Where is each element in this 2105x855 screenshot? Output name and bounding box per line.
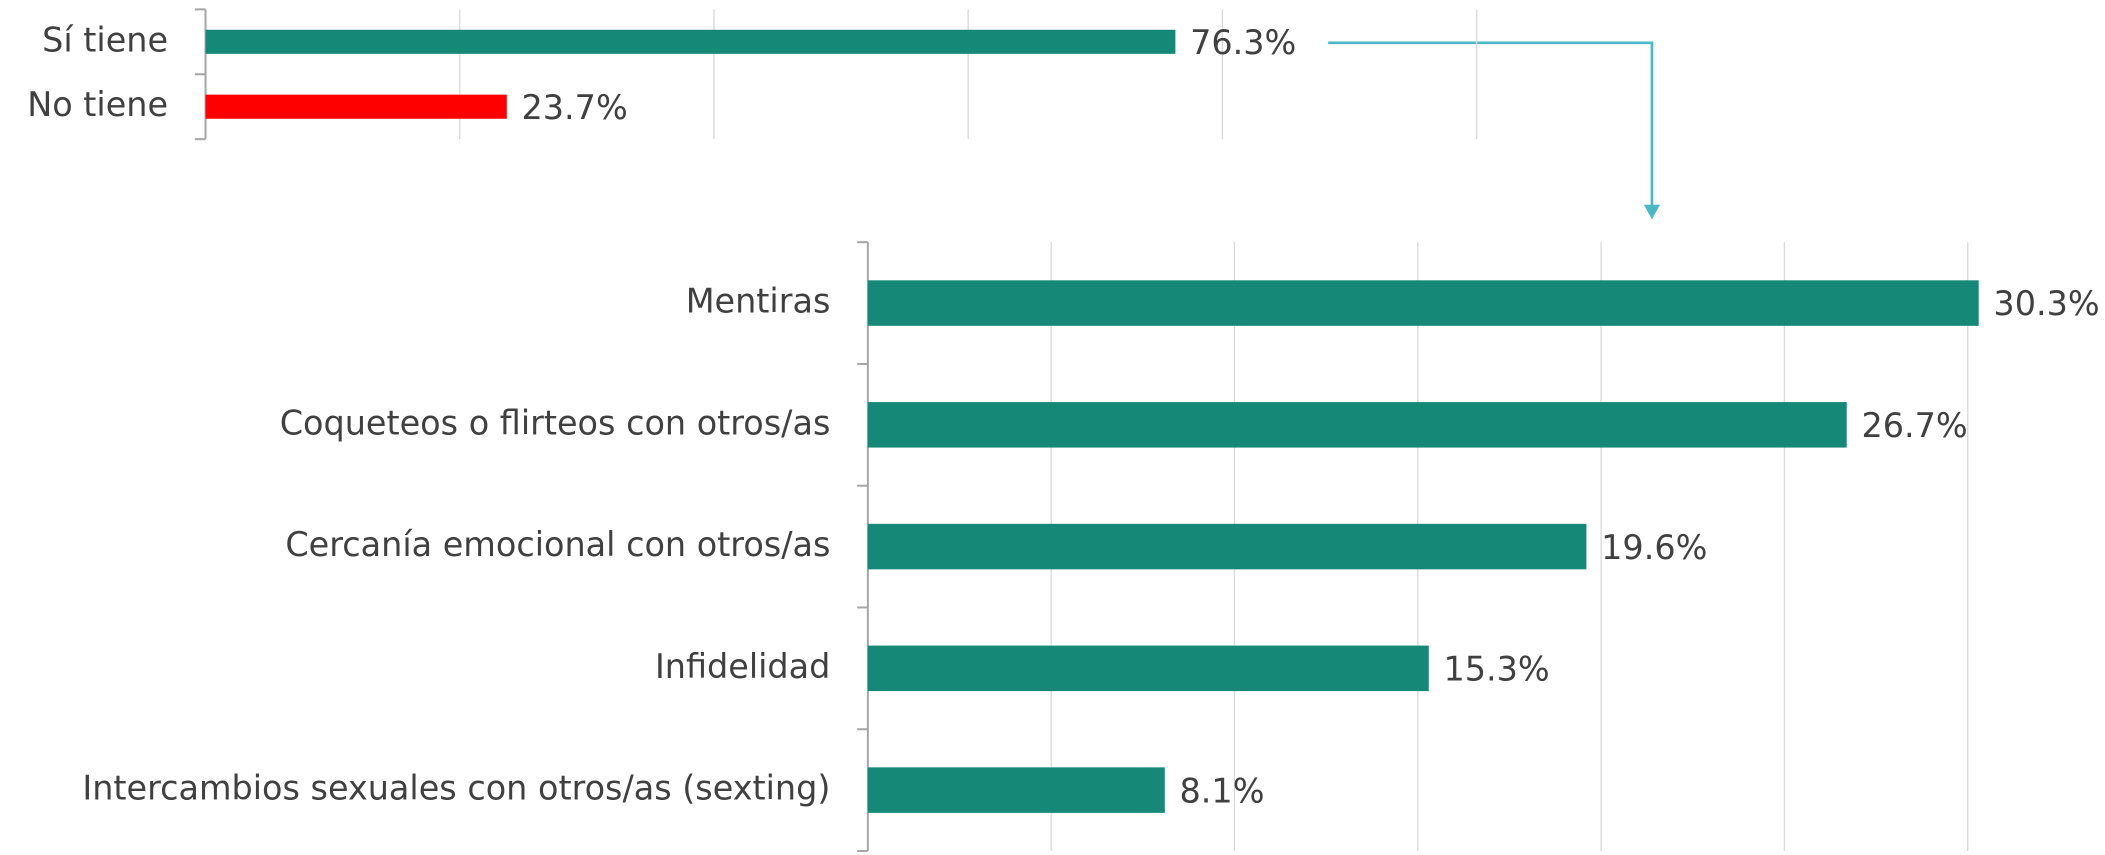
bar — [867, 402, 1847, 448]
category-label: Coqueteos o flirteos con otros/as — [280, 403, 831, 442]
bar — [867, 280, 1979, 326]
category-label: Intercambios sexuales con otros/as (sext… — [82, 769, 830, 808]
category-label: Mentiras — [686, 282, 831, 321]
value-label: 76.3% — [1190, 23, 1296, 62]
bar — [205, 94, 507, 119]
arrow-head — [1643, 204, 1660, 220]
category-label: Cercanía emocional con otros/as — [285, 525, 830, 564]
value-label: 26.7% — [1861, 406, 1967, 445]
category-label: Sí tiene — [42, 20, 168, 59]
value-label: 19.6% — [1601, 528, 1707, 567]
value-label: 15.3% — [1443, 650, 1549, 689]
value-label: 23.7% — [522, 88, 628, 127]
category-label: No tiene — [27, 85, 168, 124]
bar — [867, 523, 1587, 570]
bar — [867, 645, 1429, 692]
category-label: Infidelidad — [655, 647, 830, 686]
connector-arrow — [1328, 41, 1654, 209]
bar — [205, 29, 1176, 54]
bar — [867, 767, 1165, 813]
value-label: 30.3% — [1993, 284, 2099, 323]
value-label: 8.1% — [1180, 771, 1265, 810]
